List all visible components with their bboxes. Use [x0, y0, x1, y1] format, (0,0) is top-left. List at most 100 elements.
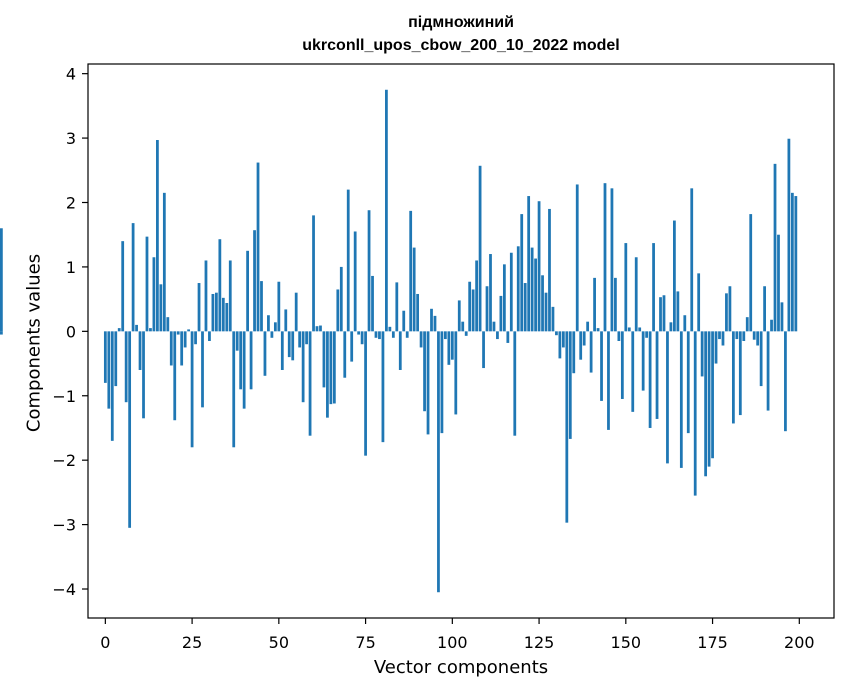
bar [666, 331, 669, 464]
bar [461, 321, 465, 332]
bar [350, 331, 354, 362]
bar [704, 331, 708, 477]
bar [738, 331, 742, 416]
bar [464, 331, 468, 336]
chart-title-line-2: ukrconll_upos_cbow_200_10_2022 model [302, 37, 620, 54]
bar [457, 300, 461, 332]
bar [381, 331, 385, 443]
bar [620, 331, 624, 399]
x-tick-label: 125 [524, 633, 555, 652]
bar [523, 283, 527, 332]
bar [770, 319, 773, 332]
bar [360, 331, 364, 345]
bar [575, 184, 579, 332]
bar [277, 281, 281, 332]
bar [319, 325, 322, 332]
bar [506, 331, 510, 343]
bar [242, 331, 246, 409]
bar [232, 331, 236, 448]
bar [502, 264, 506, 332]
bar [228, 260, 232, 332]
bar [631, 331, 635, 412]
bar [263, 331, 267, 376]
bar [610, 188, 614, 332]
bar [555, 331, 558, 336]
bar [697, 273, 701, 332]
bar [412, 247, 416, 332]
bar [201, 331, 204, 408]
bar [725, 293, 728, 332]
bar [669, 322, 673, 332]
bar [607, 331, 610, 430]
bar [485, 286, 489, 332]
bar [114, 331, 118, 387]
bar [190, 331, 194, 448]
bar [468, 281, 472, 332]
bar-series [0, 89, 798, 593]
bar [183, 331, 187, 348]
bar [253, 230, 256, 332]
bar [0, 228, 3, 332]
bar [617, 331, 621, 341]
bar [447, 331, 451, 365]
chart-title-line-1: підмножиний [408, 14, 514, 31]
x-axis-label: Vector components [373, 657, 549, 678]
bar [482, 331, 485, 369]
bar [530, 247, 534, 332]
bar [475, 260, 479, 332]
bar [308, 331, 312, 436]
bar [298, 331, 302, 348]
bar [443, 331, 447, 340]
bar [312, 215, 315, 332]
bar [693, 331, 697, 496]
bar [301, 331, 305, 403]
bar [256, 162, 260, 332]
bar [249, 331, 253, 390]
bar [561, 331, 565, 348]
bar [162, 192, 166, 332]
bar [117, 328, 121, 332]
bar [565, 331, 569, 523]
bar [305, 331, 308, 345]
bar [402, 310, 406, 332]
bar [638, 327, 642, 332]
bar [648, 331, 652, 428]
x-tick-label: 50 [269, 633, 289, 652]
bar [416, 293, 420, 332]
bar [784, 331, 787, 432]
bar [496, 331, 499, 340]
bar [600, 331, 603, 401]
y-tick-label: 1 [66, 258, 76, 277]
bar [138, 331, 142, 370]
bar [589, 331, 593, 373]
bar [641, 331, 645, 391]
bar [686, 331, 690, 434]
bar [218, 239, 222, 332]
bar [513, 331, 517, 436]
bar [655, 331, 659, 419]
bar [544, 292, 548, 332]
bar [291, 331, 295, 361]
x-axis: 0 25 50 75 100 125 150 175 200 [100, 618, 815, 652]
bar [169, 331, 173, 366]
bar [284, 309, 288, 332]
bar [173, 331, 177, 421]
bar [596, 328, 600, 332]
bar [718, 331, 721, 340]
bar [409, 210, 413, 332]
x-tick-label: 25 [182, 633, 202, 652]
bar [260, 281, 263, 332]
bar [662, 295, 666, 332]
bar [777, 234, 780, 332]
bar [499, 295, 503, 332]
bar [659, 297, 662, 332]
bar [388, 326, 392, 332]
bar [627, 327, 631, 332]
bar [197, 283, 201, 332]
bar [235, 331, 239, 351]
bar [735, 331, 739, 340]
bar [246, 250, 249, 332]
bar [773, 163, 777, 332]
bar [509, 252, 513, 332]
